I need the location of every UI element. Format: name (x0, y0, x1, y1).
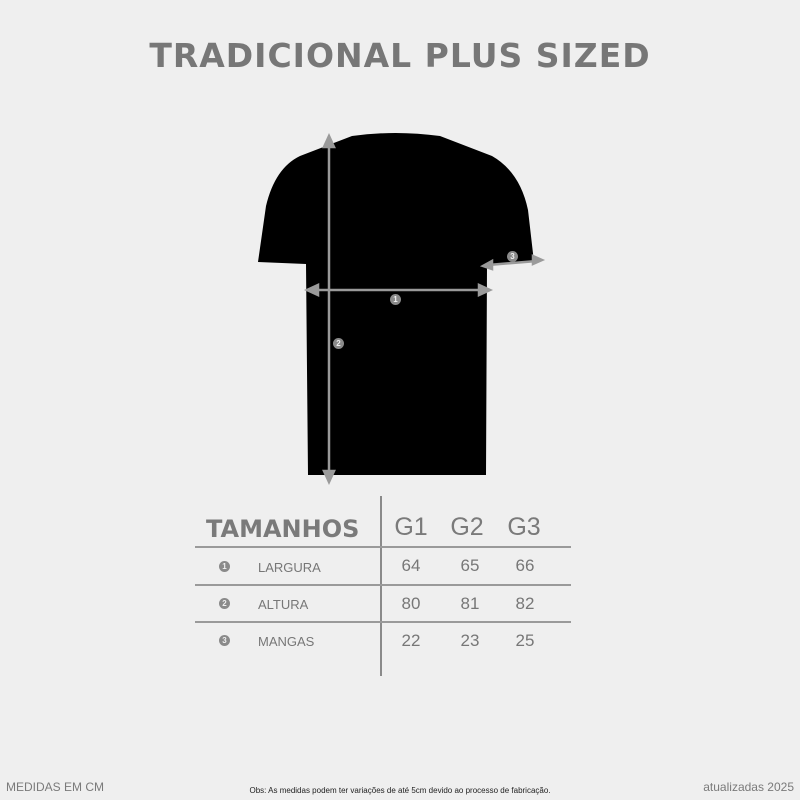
updated-label: atualizadas 2025 (703, 780, 794, 794)
cell-value: 22 (401, 631, 421, 650)
row-divider (195, 621, 571, 623)
row-divider (195, 584, 571, 586)
cell-value: 66 (515, 556, 535, 575)
marker-badge: 2 (219, 598, 230, 609)
column-divider (380, 496, 382, 676)
marker-badge: 1 (219, 561, 230, 572)
cell-value: 65 (460, 556, 480, 575)
size-g1: G1 (394, 513, 428, 541)
marker-3-badge: 3 (507, 251, 518, 262)
sleeve-arrow (487, 259, 538, 267)
cell-value: 64 (401, 556, 421, 575)
row-label: LARGURA (258, 560, 321, 575)
marker-2-badge: 2 (333, 338, 344, 349)
table-header: TAMANHOS (206, 515, 360, 543)
row-label: ALTURA (258, 597, 309, 612)
cell-value: 23 (460, 631, 480, 650)
cell-value: 80 (401, 594, 421, 613)
size-g3: G3 (507, 513, 541, 541)
size-g2: G2 (450, 513, 484, 541)
cell-value: 25 (515, 631, 535, 650)
tshirt-diagram (258, 132, 546, 486)
row-label: MANGAS (258, 634, 315, 649)
page-title: TRADICIONAL PLUS SIZED (149, 36, 651, 75)
cell-value: 82 (515, 594, 535, 613)
marker-badge: 3 (219, 635, 230, 646)
marker-1-badge: 1 (390, 294, 401, 305)
units-label: MEDIDAS EM CM (6, 780, 105, 794)
cell-value: 81 (460, 594, 480, 613)
disclaimer-note: Obs: As medidas podem ter variações de a… (249, 786, 551, 795)
row-divider (195, 546, 571, 548)
